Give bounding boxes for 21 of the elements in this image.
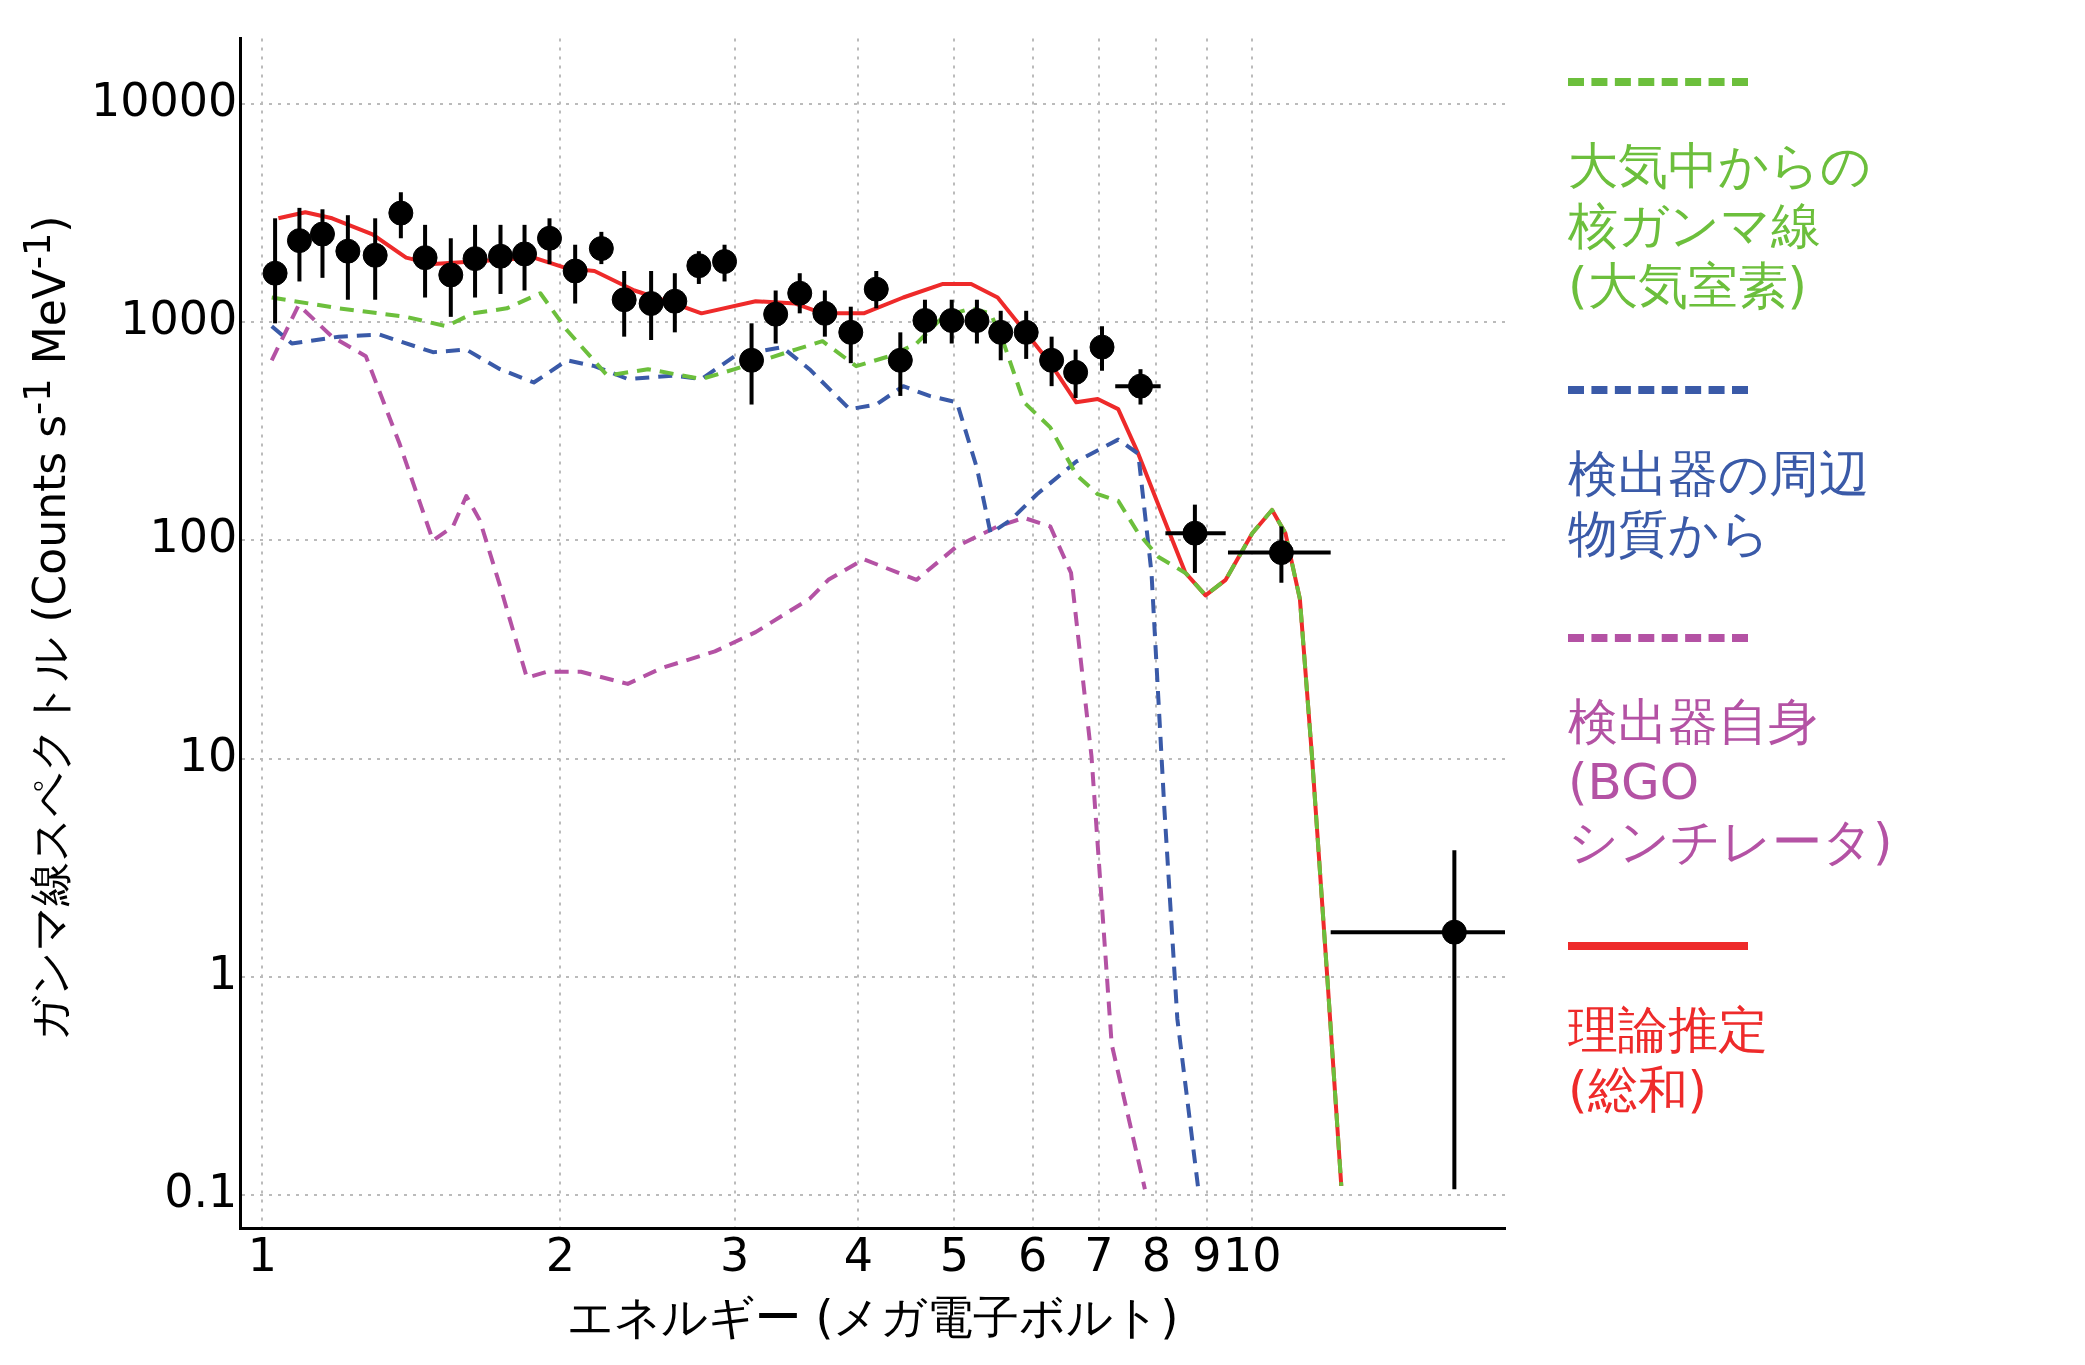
x-tick-label: 4 xyxy=(843,1228,874,1283)
x-tick-label: 7 xyxy=(1084,1228,1114,1283)
y-tick-label: 1 xyxy=(208,945,238,1000)
legend-label: 検出器の周辺物質から xyxy=(1568,444,1870,564)
x-axis-title: エネルギー (メガ電子ボルト) xyxy=(566,1290,1179,1345)
x-tick-label: 2 xyxy=(545,1228,576,1283)
x-tick-label: 8 xyxy=(1141,1228,1172,1283)
y-tick-label: 100 xyxy=(149,509,238,564)
y-tick-label: 0.1 xyxy=(164,1163,238,1218)
y-tick-label: 10000 xyxy=(90,73,238,128)
y-tick-label: 1000 xyxy=(120,291,238,346)
x-tick-label: 9 xyxy=(1192,1228,1222,1283)
legend-label: 理論推定(総和) xyxy=(1568,1000,1769,1120)
legend-label: 検出器自身(BGO シンチレータ) xyxy=(1568,692,1894,872)
x-tick-label: 5 xyxy=(939,1228,969,1283)
x-tick-label: 6 xyxy=(1018,1228,1048,1283)
x-tick-label: 3 xyxy=(720,1228,750,1283)
x-tick-label: 10 xyxy=(1223,1228,1282,1283)
y-tick-label: 10 xyxy=(178,727,238,782)
x-tick-label: 1 xyxy=(247,1228,278,1283)
legend-label: 大気中からの核ガンマ線(大気室素) xyxy=(1568,136,1872,316)
